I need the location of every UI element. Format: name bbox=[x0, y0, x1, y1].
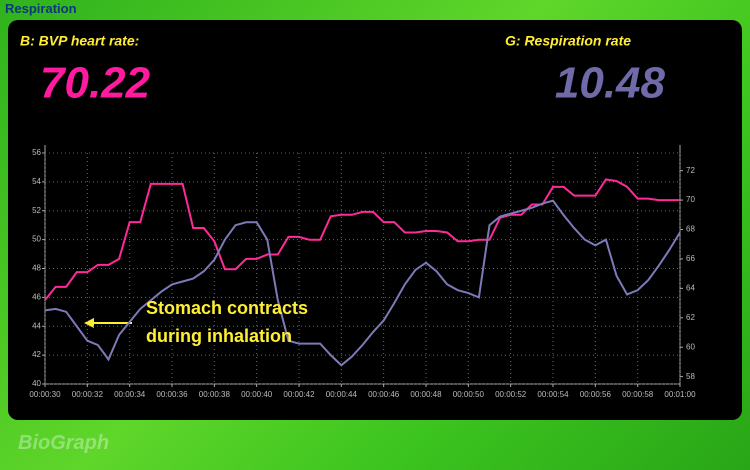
y2-tick-label: 66 bbox=[686, 254, 695, 263]
x-tick-label: 00:00:42 bbox=[283, 390, 315, 399]
y2-tick-label: 60 bbox=[686, 342, 695, 351]
readout-label: G: Respiration rate bbox=[505, 33, 631, 49]
x-tick-label: 00:00:46 bbox=[368, 390, 400, 399]
x-tick-label: 00:01:00 bbox=[664, 390, 696, 399]
brand-logo: BioGraph bbox=[18, 432, 110, 454]
x-tick-label: 00:00:54 bbox=[537, 390, 569, 399]
y-tick-label: 44 bbox=[32, 321, 41, 330]
y2-tick-label: 64 bbox=[686, 283, 695, 292]
x-tick-label: 00:00:52 bbox=[495, 390, 527, 399]
y-tick-label: 52 bbox=[32, 206, 41, 215]
x-tick-label: 00:00:32 bbox=[72, 390, 104, 399]
y2-tick-label: 70 bbox=[686, 195, 695, 204]
series-line bbox=[44, 199, 681, 367]
y-tick-label: 56 bbox=[32, 148, 41, 157]
series-line bbox=[44, 178, 680, 301]
y-tick-label: 54 bbox=[32, 177, 41, 186]
x-tick-label: 00:00:58 bbox=[622, 390, 654, 399]
x-tick-label: 00:00:30 bbox=[29, 390, 61, 399]
x-tick-label: 00:00:34 bbox=[114, 390, 146, 399]
x-tick-label: 00:00:40 bbox=[241, 390, 273, 399]
y-tick-label: 40 bbox=[32, 379, 41, 388]
x-tick-label: 00:00:38 bbox=[199, 390, 231, 399]
y2-tick-label: 62 bbox=[686, 313, 695, 322]
x-tick-label: 00:00:48 bbox=[410, 390, 442, 399]
arrow-head bbox=[84, 318, 94, 328]
y-tick-label: 42 bbox=[32, 350, 41, 359]
annotation: during inhalation bbox=[146, 326, 292, 346]
annotation: Stomach contracts bbox=[146, 298, 308, 318]
readout-label: B: BVP heart rate: bbox=[20, 33, 139, 49]
panel bbox=[8, 20, 742, 420]
readout-value: 10.48 bbox=[555, 59, 666, 108]
y2-tick-label: 68 bbox=[686, 225, 695, 234]
y2-tick-label: 58 bbox=[686, 372, 695, 381]
x-tick-label: 00:00:36 bbox=[156, 390, 188, 399]
y-tick-label: 46 bbox=[32, 292, 41, 301]
y2-tick-label: 72 bbox=[686, 166, 695, 175]
x-tick-label: 00:00:50 bbox=[453, 390, 485, 399]
readout-value: 70.22 bbox=[40, 59, 151, 108]
y-tick-label: 48 bbox=[32, 264, 41, 273]
y-tick-label: 50 bbox=[32, 235, 41, 244]
window-title: Respiration bbox=[5, 1, 77, 16]
x-tick-label: 00:00:56 bbox=[580, 390, 612, 399]
x-tick-label: 00:00:44 bbox=[326, 390, 358, 399]
